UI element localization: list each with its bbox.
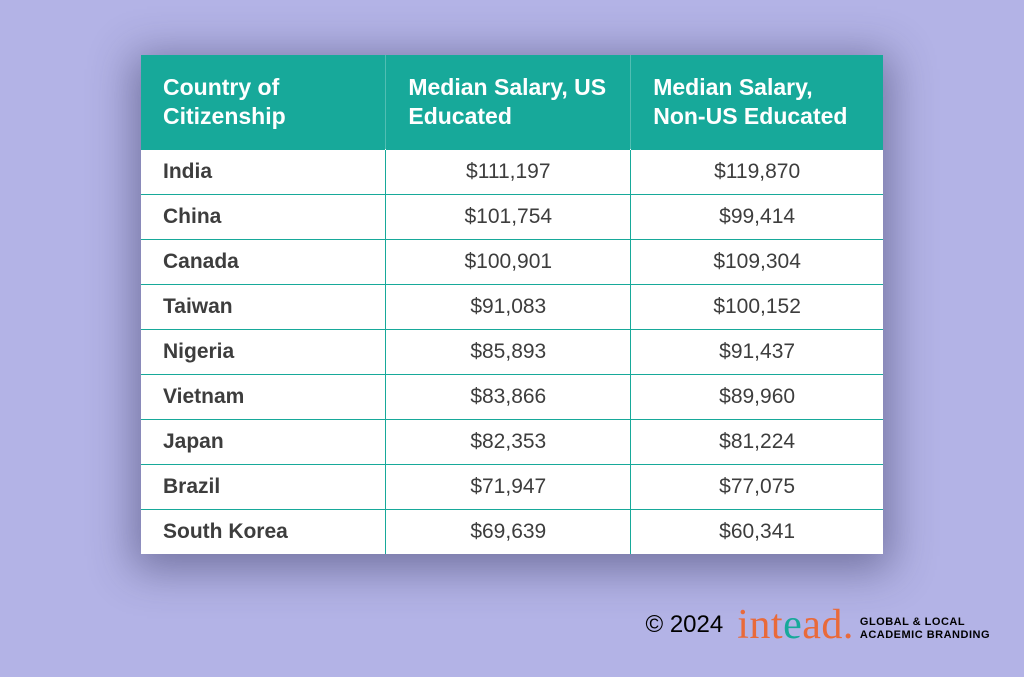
brand-letter: . [843,602,854,648]
table-row: China$101,754$99,414 [141,194,883,239]
brand-letter: i [737,602,749,648]
col-header-us-educated: Median Salary, US Educated [386,55,631,149]
table-header: Country of Citizenship Median Salary, US… [141,55,883,149]
brand-letter: a [802,602,821,648]
table-row: Brazil$71,947$77,075 [141,464,883,509]
cell-us-educated: $69,639 [386,509,631,554]
cell-country: Taiwan [141,284,386,329]
cell-us-educated: $85,893 [386,329,631,374]
cell-non-us-educated: $77,075 [631,464,883,509]
cell-non-us-educated: $81,224 [631,419,883,464]
table-row: Vietnam$83,866$89,960 [141,374,883,419]
brand-tagline-line1: GLOBAL & LOCAL [860,616,990,629]
brand-wordmark: intead. [737,601,854,649]
brand-tagline: GLOBAL & LOCAL ACADEMIC BRANDING [860,608,990,641]
table-body: India$111,197$119,870China$101,754$99,41… [141,149,883,554]
cell-non-us-educated: $89,960 [631,374,883,419]
table-row: Canada$100,901$109,304 [141,239,883,284]
brand-letter: t [771,602,783,648]
cell-country: Canada [141,239,386,284]
cell-country: Japan [141,419,386,464]
copyright-text: © 2024 [645,611,723,639]
cell-non-us-educated: $91,437 [631,329,883,374]
cell-us-educated: $100,901 [386,239,631,284]
cell-country: India [141,149,386,194]
table-row: Nigeria$85,893$91,437 [141,329,883,374]
col-header-country: Country of Citizenship [141,55,386,149]
cell-us-educated: $71,947 [386,464,631,509]
cell-us-educated: $82,353 [386,419,631,464]
footer: © 2024 intead. GLOBAL & LOCAL ACADEMIC B… [645,601,990,649]
brand-tagline-line2: ACADEMIC BRANDING [860,629,990,642]
table-row: Japan$82,353$81,224 [141,419,883,464]
salary-table-container: Country of Citizenship Median Salary, US… [141,55,883,554]
cell-us-educated: $91,083 [386,284,631,329]
brand-letter: d [821,602,843,648]
cell-us-educated: $83,866 [386,374,631,419]
table-row: Taiwan$91,083$100,152 [141,284,883,329]
cell-country: South Korea [141,509,386,554]
cell-non-us-educated: $60,341 [631,509,883,554]
brand-letter: n [749,602,771,648]
cell-us-educated: $111,197 [386,149,631,194]
cell-country: China [141,194,386,239]
brand-logo: intead. GLOBAL & LOCAL ACADEMIC BRANDING [737,601,990,649]
table-row: South Korea$69,639$60,341 [141,509,883,554]
table-row: India$111,197$119,870 [141,149,883,194]
col-header-non-us-educated: Median Salary, Non-US Educated [631,55,883,149]
cell-non-us-educated: $109,304 [631,239,883,284]
cell-country: Vietnam [141,374,386,419]
cell-us-educated: $101,754 [386,194,631,239]
cell-non-us-educated: $100,152 [631,284,883,329]
cell-country: Brazil [141,464,386,509]
cell-country: Nigeria [141,329,386,374]
cell-non-us-educated: $119,870 [631,149,883,194]
salary-table: Country of Citizenship Median Salary, US… [141,55,883,554]
brand-letter: e [783,602,802,648]
cell-non-us-educated: $99,414 [631,194,883,239]
